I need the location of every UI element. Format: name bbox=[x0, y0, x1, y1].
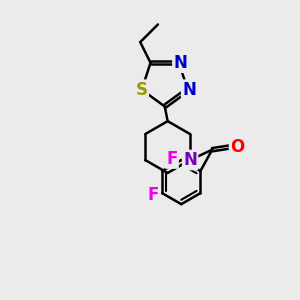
Text: F: F bbox=[166, 149, 178, 167]
Text: O: O bbox=[230, 138, 244, 156]
Text: N: N bbox=[173, 54, 187, 72]
Text: S: S bbox=[136, 81, 148, 99]
Text: N: N bbox=[183, 151, 197, 169]
Text: F: F bbox=[147, 186, 158, 204]
Text: N: N bbox=[182, 81, 196, 99]
